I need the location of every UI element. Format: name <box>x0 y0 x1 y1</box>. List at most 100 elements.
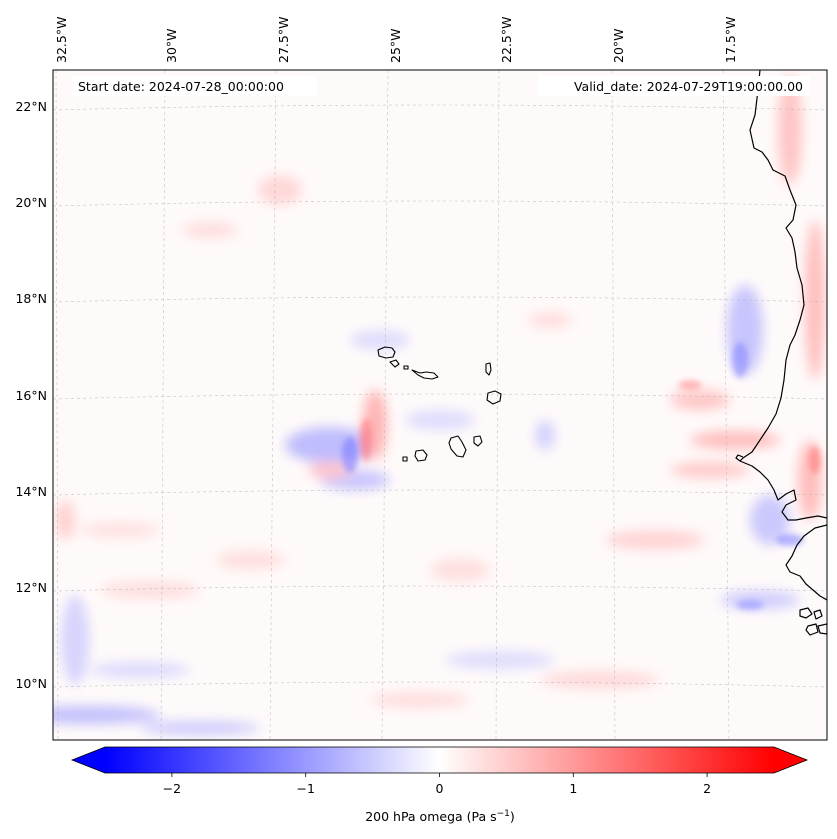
valid-date-label: Valid_date: 2024-07-29T19:00:00.00 <box>574 79 803 94</box>
colorbar-tick-label: 1 <box>569 781 577 796</box>
gridline-22n <box>52 104 828 111</box>
graticule <box>52 69 828 741</box>
omega-blob <box>405 410 475 430</box>
omega-blob <box>750 495 790 545</box>
lon-label: 27.5°W <box>276 17 291 63</box>
lat-label: 18°N <box>15 291 47 306</box>
map-frame <box>52 69 828 741</box>
island-sao-nicolau <box>411 369 439 380</box>
omega-blob <box>540 671 660 689</box>
omega-blob <box>535 420 555 450</box>
colorbar-extend-low <box>72 747 105 773</box>
omega-blob <box>736 600 764 610</box>
coastline-guinea-bissau <box>785 524 827 601</box>
omega-field <box>53 75 825 735</box>
colorbar: −2 −1 0 1 2 200 hPa omega (Pa s−1) <box>70 746 809 824</box>
omega-blob <box>670 390 730 410</box>
coastline-bijagos-1 <box>799 607 813 619</box>
map-area[interactable]: Start date: 2024-07-28_00:00:00 Valid_da… <box>20 69 828 741</box>
gridline-10n <box>52 681 828 688</box>
lat-label: 22°N <box>15 99 47 114</box>
start-date-label: Start date: 2024-07-28_00:00:00 <box>78 79 284 94</box>
colorbar-gradient <box>105 747 774 773</box>
colorbar-title-exponent: −1 <box>497 809 510 819</box>
coastline-bijagos-3 <box>805 623 819 636</box>
omega-blob <box>445 651 555 669</box>
coastline-bijagos-2 <box>813 609 823 620</box>
gridline-20n <box>52 200 828 207</box>
colorbar-tick-label: −2 <box>163 781 181 796</box>
omega-blob <box>215 550 285 570</box>
island-santa-luzia <box>403 365 409 370</box>
omega-blob <box>670 462 750 478</box>
omega-blob <box>100 581 200 599</box>
gridline-22-5w <box>495 69 500 741</box>
lon-label: 30°W <box>164 28 179 63</box>
omega-blob <box>809 446 821 474</box>
omega-blob <box>678 380 702 390</box>
omega-blob <box>350 330 410 350</box>
omega-blob <box>360 418 372 462</box>
latitude-labels: 22°N 20°N 18°N 16°N 14°N 12°N 10°N <box>15 99 47 691</box>
coastline-africa <box>739 70 827 521</box>
omega-blob <box>342 437 358 473</box>
lon-label: 22.5°W <box>499 17 514 63</box>
colorbar-extend-high <box>774 747 807 773</box>
island-santiago <box>448 435 467 458</box>
coastline-dakar-cape <box>735 454 744 462</box>
coastline-bijagos-4 <box>817 623 827 635</box>
omega-blob <box>778 75 802 185</box>
omega-blob <box>690 431 780 449</box>
omega-blob <box>258 175 302 205</box>
island-santo-antao <box>377 346 396 359</box>
lon-label: 32.5°W <box>54 17 69 63</box>
colorbar-tick-label: 2 <box>703 781 711 796</box>
omega-blob <box>90 662 190 678</box>
colorbar-tick-label: −1 <box>296 781 314 796</box>
island-sal <box>485 362 492 376</box>
lon-label: 20°W <box>611 28 626 63</box>
longitude-labels: 32.5°W 30°W 27.5°W 25°W 22.5°W 20°W 17.5… <box>54 17 738 63</box>
island-fogo <box>414 449 428 462</box>
cape-verde-islands <box>377 346 502 462</box>
omega-blob <box>61 595 89 685</box>
colorbar-title: 200 hPa omega (Pa s−1) <box>365 809 515 824</box>
colorbar-title-close: ) <box>510 809 515 824</box>
start-date-box <box>72 76 317 96</box>
island-brava <box>402 456 408 462</box>
omega-blob <box>732 342 748 378</box>
gridline-20w <box>611 69 616 741</box>
gridline-17-5w <box>722 69 730 741</box>
omega-blob <box>80 522 160 538</box>
omega-blob <box>776 534 804 546</box>
gridline-12n <box>52 585 828 592</box>
omega-blob <box>805 220 825 380</box>
lon-label: 17.5°W <box>723 17 738 63</box>
valid-date-box <box>538 76 810 96</box>
gridline-27-5w <box>269 69 277 741</box>
omega-blob <box>430 558 490 582</box>
island-sao-vicente <box>389 359 400 368</box>
omega-blob <box>182 222 238 238</box>
lat-label: 20°N <box>15 195 47 210</box>
omega-blob <box>53 706 160 724</box>
lon-label: 25°W <box>388 28 403 63</box>
gridline-25w <box>381 69 389 741</box>
lat-label: 16°N <box>15 388 47 403</box>
lat-label: 14°N <box>15 484 47 499</box>
omega-blob <box>308 462 352 478</box>
coastlines <box>735 70 827 636</box>
colorbar-outline <box>70 746 809 774</box>
omega-blob <box>370 692 470 708</box>
lat-label: 10°N <box>15 676 47 691</box>
gridline-14n <box>52 489 828 496</box>
colorbar-title-text: 200 hPa omega (Pa s <box>365 809 496 824</box>
colorbar-tick-label: 0 <box>436 781 444 796</box>
colorbar-ticks: −2 −1 0 1 2 <box>163 773 711 796</box>
lat-label: 12°N <box>15 580 47 595</box>
gridline-16n <box>52 393 828 400</box>
omega-blob <box>605 530 705 550</box>
omega-blob <box>140 721 260 735</box>
